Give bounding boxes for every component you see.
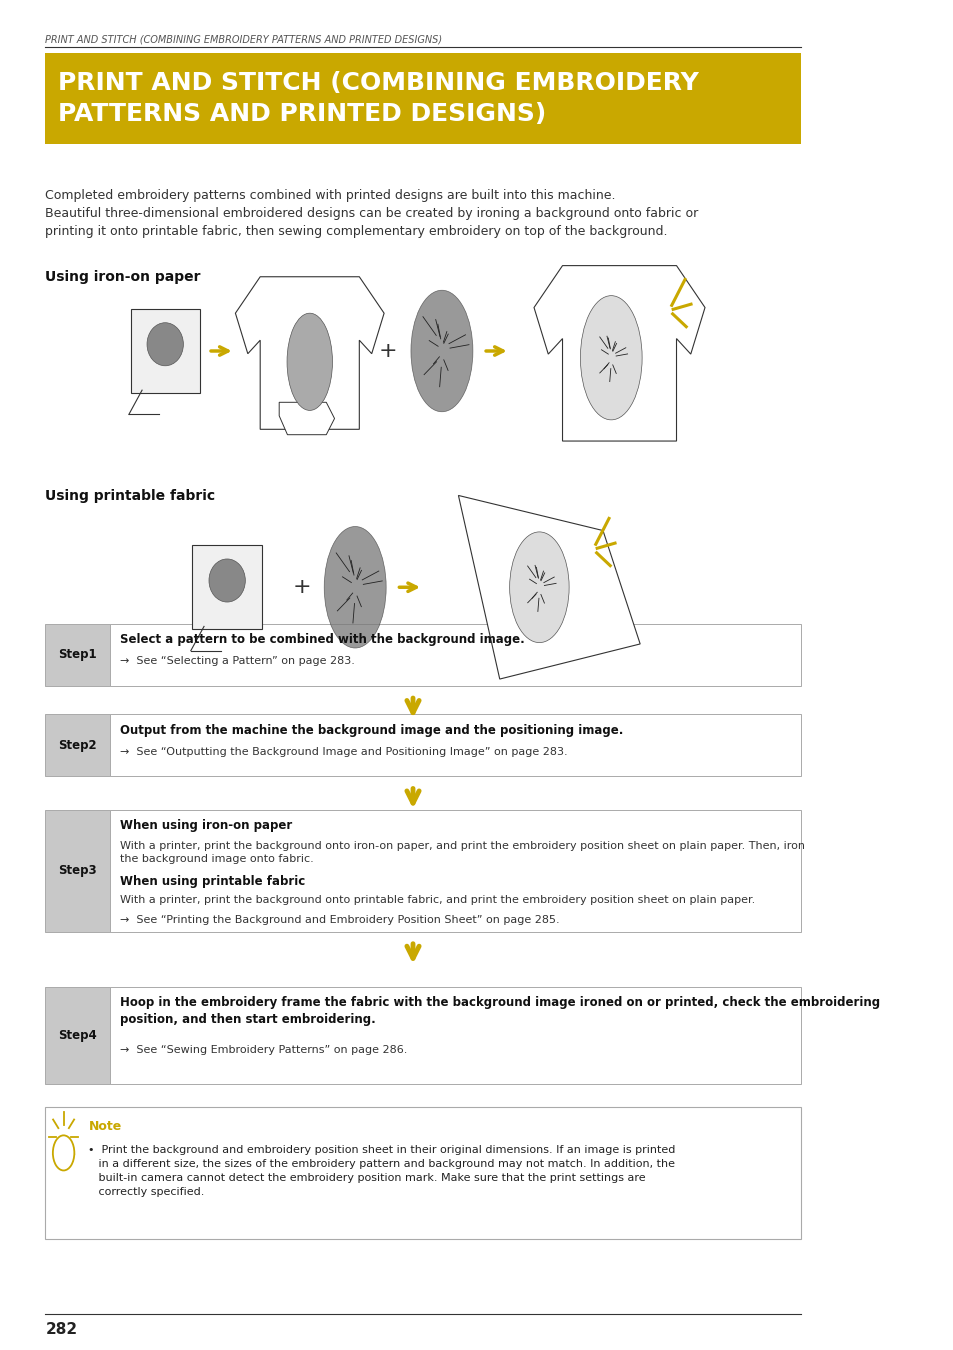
- FancyBboxPatch shape: [46, 810, 110, 932]
- FancyBboxPatch shape: [46, 53, 801, 144]
- Ellipse shape: [287, 313, 333, 410]
- Polygon shape: [279, 402, 335, 435]
- Ellipse shape: [147, 323, 183, 366]
- FancyBboxPatch shape: [110, 624, 801, 686]
- Ellipse shape: [411, 290, 473, 412]
- Text: Select a pattern to be combined with the background image.: Select a pattern to be combined with the…: [120, 633, 524, 647]
- Text: PRINT AND STITCH (COMBINING EMBROIDERY
PATTERNS AND PRINTED DESIGNS): PRINT AND STITCH (COMBINING EMBROIDERY P…: [58, 70, 698, 127]
- Text: Step2: Step2: [58, 738, 97, 752]
- Text: With a printer, print the background onto printable fabric, and print the embroi: With a printer, print the background ont…: [120, 895, 754, 905]
- Text: →  See “Selecting a Pattern” on page 283.: → See “Selecting a Pattern” on page 283.: [120, 656, 355, 666]
- FancyBboxPatch shape: [46, 1107, 801, 1239]
- Ellipse shape: [579, 296, 641, 420]
- Text: Completed embroidery patterns combined with printed designs are built into this : Completed embroidery patterns combined w…: [46, 189, 698, 238]
- Text: When using printable fabric: When using printable fabric: [120, 875, 305, 888]
- Text: Note: Note: [89, 1120, 121, 1134]
- Text: Using printable fabric: Using printable fabric: [46, 489, 215, 502]
- Text: +: +: [378, 342, 397, 360]
- Polygon shape: [534, 266, 704, 441]
- Ellipse shape: [509, 532, 569, 643]
- Text: Using iron-on paper: Using iron-on paper: [46, 270, 201, 284]
- Ellipse shape: [324, 526, 386, 648]
- Text: Output from the machine the background image and the positioning image.: Output from the machine the background i…: [120, 724, 622, 737]
- FancyBboxPatch shape: [193, 545, 261, 629]
- Ellipse shape: [209, 559, 245, 602]
- Polygon shape: [235, 277, 384, 429]
- FancyBboxPatch shape: [131, 309, 200, 393]
- Text: Step1: Step1: [58, 648, 97, 662]
- FancyBboxPatch shape: [46, 987, 110, 1084]
- Text: →  See “Printing the Background and Embroidery Position Sheet” on page 285.: → See “Printing the Background and Embro…: [120, 915, 558, 925]
- Text: →  See “Sewing Embroidery Patterns” on page 286.: → See “Sewing Embroidery Patterns” on pa…: [120, 1045, 407, 1054]
- Text: •  Print the background and embroidery position sheet in their original dimensio: • Print the background and embroidery po…: [89, 1145, 675, 1197]
- Circle shape: [52, 1135, 74, 1170]
- FancyBboxPatch shape: [110, 987, 801, 1084]
- FancyBboxPatch shape: [110, 810, 801, 932]
- Text: When using iron-on paper: When using iron-on paper: [120, 819, 292, 833]
- Text: With a printer, print the background onto iron-on paper, and print the embroider: With a printer, print the background ont…: [120, 841, 804, 864]
- FancyBboxPatch shape: [110, 714, 801, 776]
- Text: Hoop in the embroidery frame the fabric with the background image ironed on or p: Hoop in the embroidery frame the fabric …: [120, 996, 879, 1026]
- Text: Step4: Step4: [58, 1029, 97, 1042]
- Text: →  See “Outputting the Background Image and Positioning Image” on page 283.: → See “Outputting the Background Image a…: [120, 747, 567, 756]
- Text: PRINT AND STITCH (COMBINING EMBROIDERY PATTERNS AND PRINTED DESIGNS): PRINT AND STITCH (COMBINING EMBROIDERY P…: [46, 35, 442, 45]
- Polygon shape: [458, 495, 639, 679]
- Ellipse shape: [592, 321, 629, 394]
- Text: 282: 282: [46, 1322, 77, 1336]
- Text: Step3: Step3: [58, 864, 97, 878]
- Text: +: +: [292, 578, 311, 597]
- Ellipse shape: [519, 549, 558, 625]
- FancyBboxPatch shape: [46, 714, 110, 776]
- FancyBboxPatch shape: [46, 624, 110, 686]
